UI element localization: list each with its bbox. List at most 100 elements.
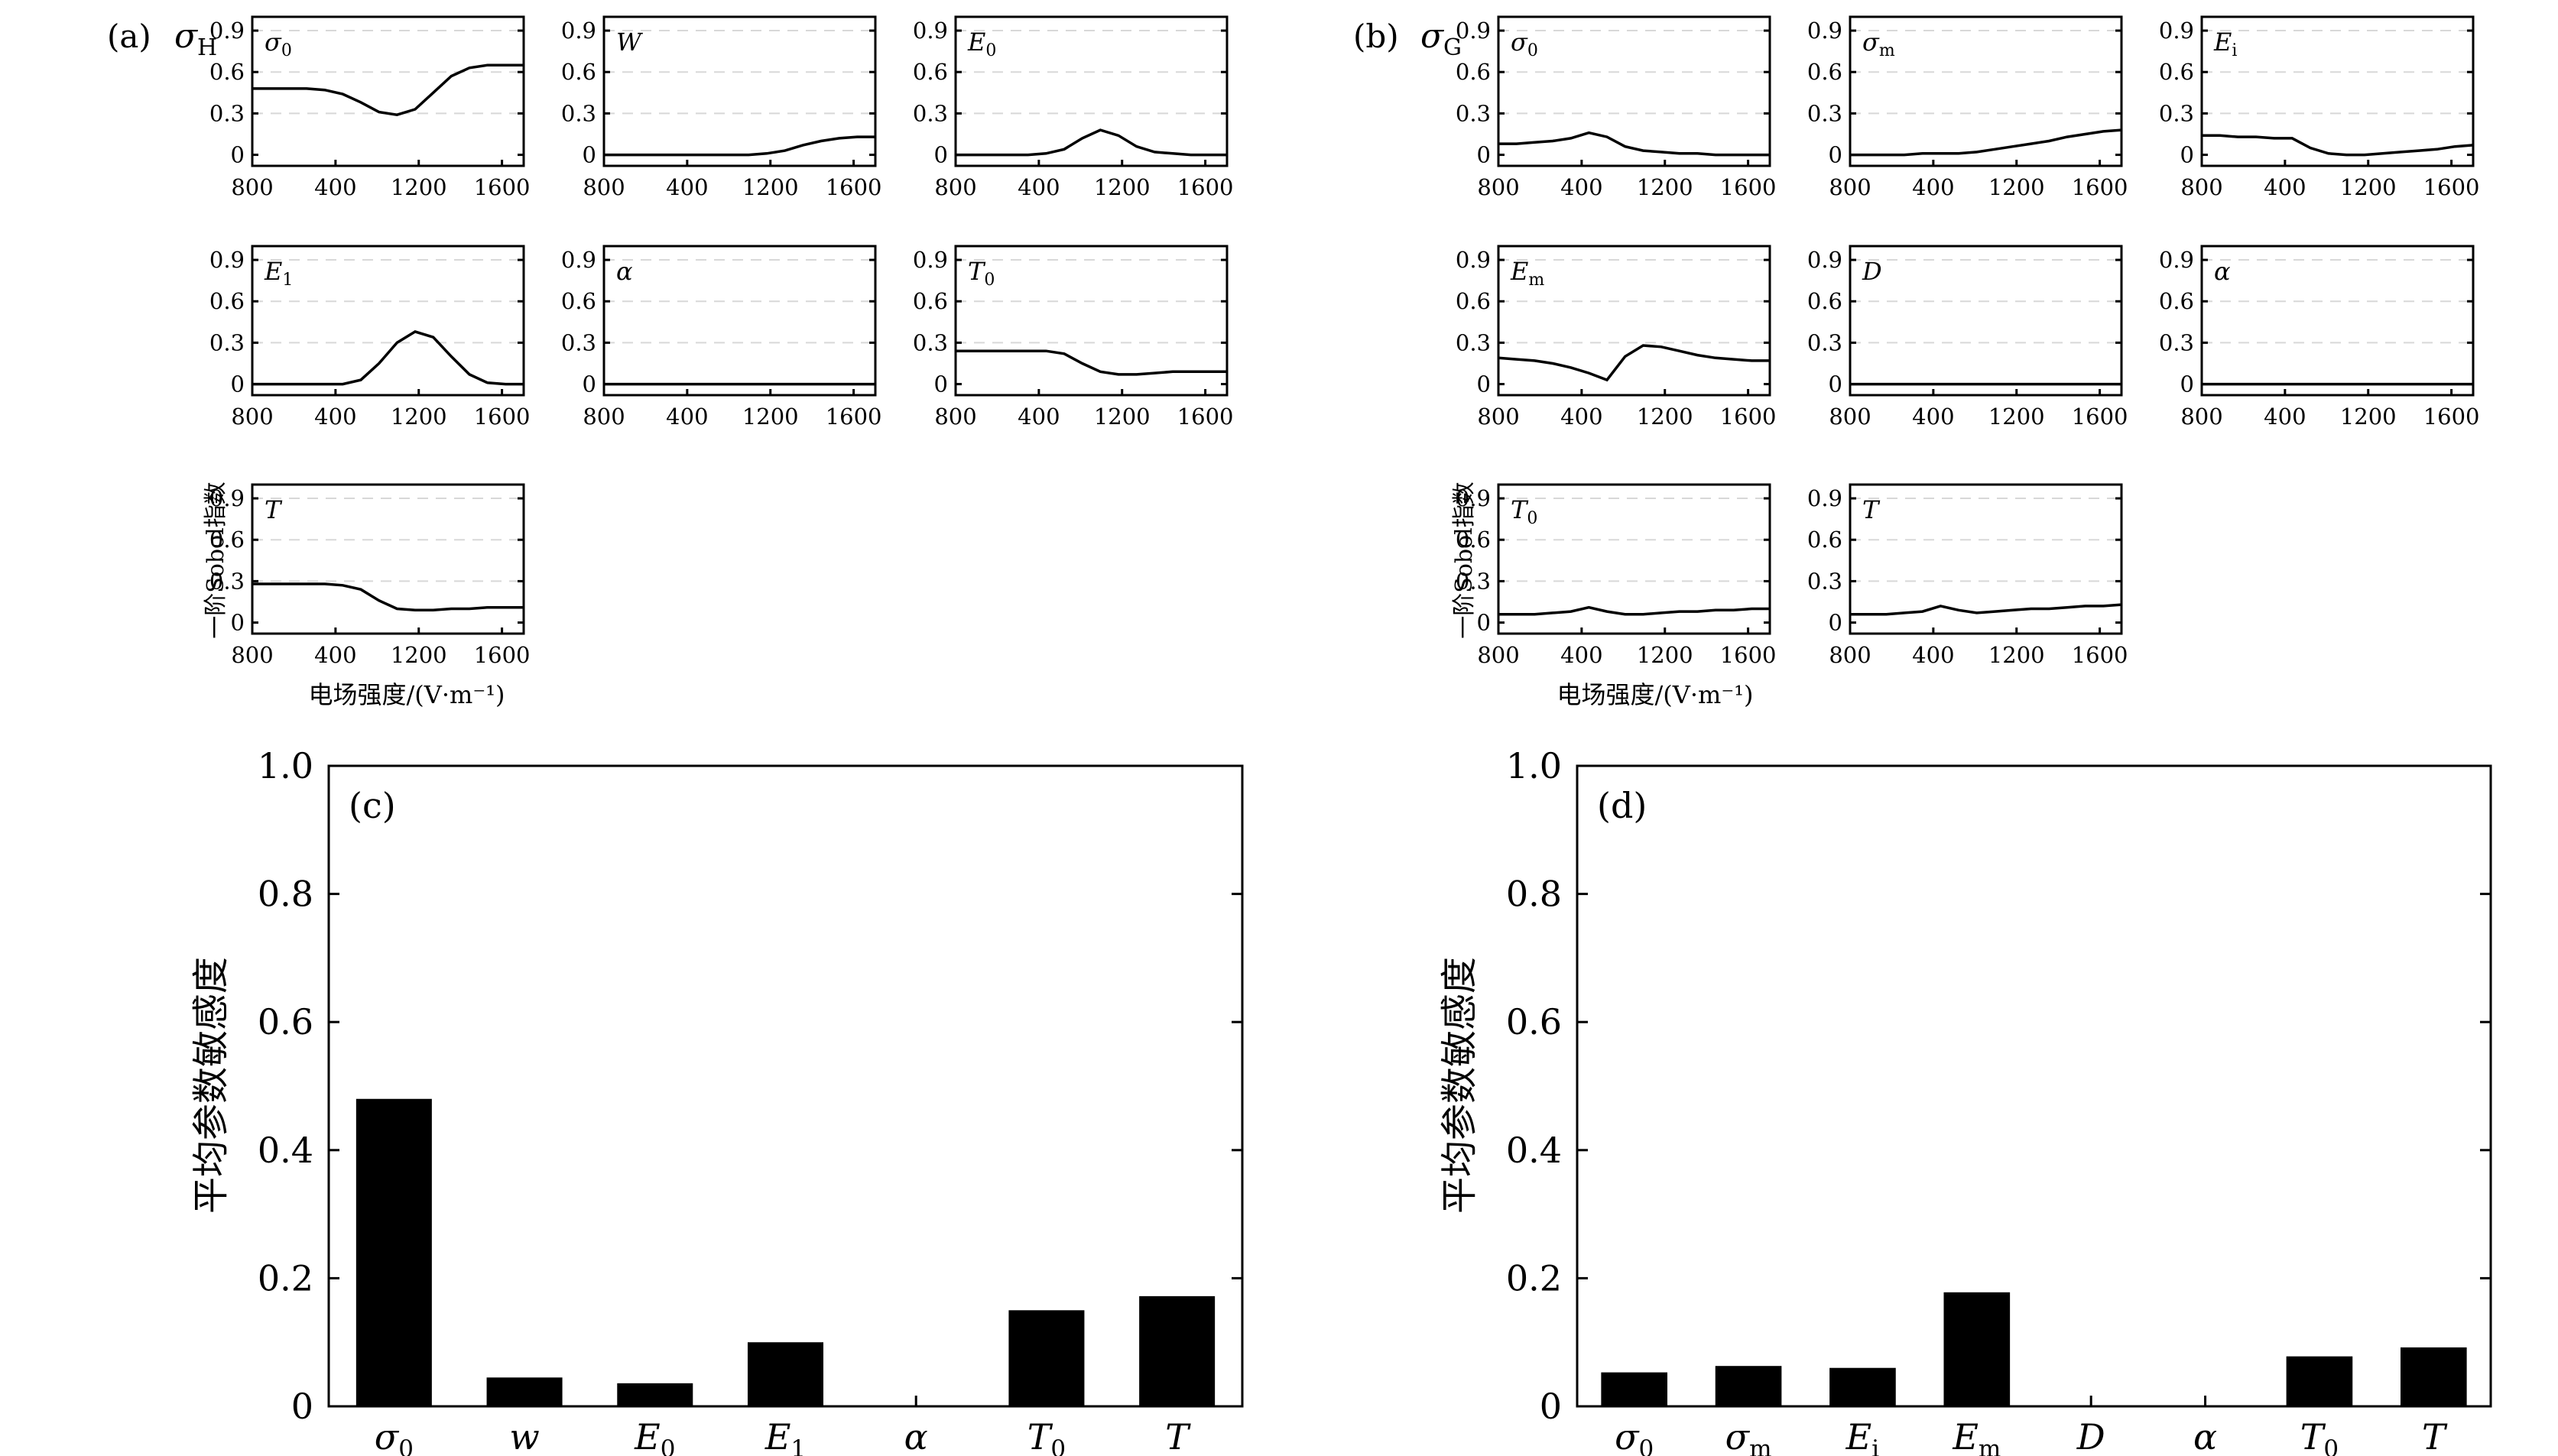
y-tick-label: 0.9 [1456,247,1491,273]
x-tick-label: σm [1725,1416,1772,1456]
x-tick-label: 400 [314,404,356,430]
subplot-T: 0 0.3 0.6 0.9 800 400 1200 1600 T [1807,483,2128,668]
x-tick-label: 400 [2264,174,2306,200]
y-tick-label: 0.9 [1456,18,1491,44]
y-tick-label: 0 [934,142,948,168]
y-tick-label: 0 [1829,142,1842,168]
subplot-σ0: 0 0.3 0.6 0.9 800 400 1200 1600 σ0 [209,15,531,200]
x-tick-label: T [1165,1416,1191,1456]
series-line-T [1850,603,2122,616]
subplot-frame [1849,245,2123,397]
x-tick-label: 1200 [391,404,447,430]
x-tick-label: 400 [666,404,708,430]
y-tick-label: 0.9 [209,247,245,273]
y-tick-label: 0.2 [258,1257,313,1299]
y-tick-label: 0.3 [1456,329,1491,355]
subplot-E0: 0 0.3 0.6 0.9 800 400 1200 1600 E0 [913,15,1234,200]
x-tick-label: 400 [666,174,708,200]
series-label-σ0: σ0 [1511,28,1538,60]
y-tick-label: 0.6 [1456,59,1491,85]
y-tick-label: 0.6 [258,1001,313,1043]
x-tick-label: 1600 [1177,174,1234,200]
x-tick-label: 800 [231,174,273,200]
series-line-Ei [2202,134,2474,157]
x-tick-label: α [904,1416,928,1456]
panel-a-subplots: 0 0.3 0.6 0.9 800 400 1200 1600 σ0 0 0.3 0.6 0.9 800 4… [209,15,1234,668]
y-tick-label: 0.9 [561,247,596,273]
y-tick-label: 0.6 [561,288,596,314]
x-tick-label: 400 [314,174,356,200]
x-tick-label: 1200 [1094,174,1151,200]
series-line-T0 [956,349,1227,376]
subplot-T0: 0 0.3 0.6 0.9 800 400 1200 1600 T0 [1456,483,1777,668]
y-tick-label: 0.6 [1456,527,1491,553]
x-tick-label: 1600 [826,404,882,430]
x-tick-label: 1200 [1988,174,2045,200]
subplot-frame [602,15,877,167]
subplot-frame [2200,15,2475,167]
x-tick-label: 1600 [2072,174,2128,200]
x-tick-label: 800 [231,642,273,668]
y-tick-label: 0 [231,610,245,636]
y-tick-label: 0.3 [1456,100,1491,126]
panel-b-quantity: σG [1420,17,1462,61]
panel-b-header: (b) σG [1353,17,1462,61]
y-tick-label: 0.6 [1807,59,1842,85]
subplot-T: 0 0.3 0.6 0.9 800 400 1200 1600 T [209,483,531,668]
series-label-W: W [616,28,644,57]
x-tick-label: 1200 [1637,404,1693,430]
subplot-frame [1497,245,1771,397]
x-tick-label: 1200 [1094,404,1151,430]
x-tick-label: 1200 [2340,174,2397,200]
subplot-Ei: 0 0.3 0.6 0.9 800 400 1200 1600 Ei [2159,15,2480,200]
x-tick-label: 800 [583,404,625,430]
x-tick-label: 1600 [826,174,882,200]
subplot-T0: 0 0.3 0.6 0.9 800 400 1200 1600 T0 [913,245,1234,430]
series-line-σ0 [252,63,524,116]
subplot-σ0: 0 0.3 0.6 0.9 800 400 1200 1600 σ0 [1456,15,1777,200]
x-tick-label: 400 [1560,642,1602,668]
x-tick-label: 800 [1829,404,1871,430]
plot-frame [1576,764,2492,1408]
y-tick-label: 0.6 [1807,288,1842,314]
x-tick-label: 800 [934,404,976,430]
y-tick-label: 0.9 [913,247,948,273]
y-tick-label: 0.6 [209,288,245,314]
bar-T [1139,1295,1216,1406]
y-tick-label: 0 [1477,371,1491,397]
x-tick-label: D [2076,1416,2105,1456]
subplot-frame [1497,15,1771,167]
series-label-T: T [1862,495,1881,524]
panel-label: (c) [349,785,396,826]
y-tick-label: 0 [1540,1386,1562,1427]
y-tick-label: 0.3 [209,100,245,126]
series-label-σ0: σ0 [265,28,292,60]
y-tick-label: 0.3 [1456,568,1491,594]
y-tick-label: 0 [1829,371,1842,397]
series-label-Em: Em [1510,257,1544,290]
subplot-frame [1849,483,2123,635]
x-tick-label: 1200 [1988,404,2045,430]
y-tick-label: 0 [934,371,948,397]
x-tick-label: 800 [1829,642,1871,668]
y-tick-label: 0.3 [2159,100,2194,126]
panel-a-ylabel: 一阶Sobol指数 [203,482,229,638]
y-tick-label: 0.3 [2159,329,2194,355]
series-line-T0 [1498,605,1770,616]
series-label-T: T [265,495,283,524]
series-line-E0 [956,128,1227,157]
subplot-frame [1849,15,2123,167]
plot-frame [327,764,1244,1408]
panel-a-quantity: σH [174,17,217,61]
y-tick-label: 0.6 [913,59,948,85]
x-tick-label: 400 [1018,404,1060,430]
x-tick-label: 1200 [391,174,447,200]
x-tick-label: 1600 [2072,642,2128,668]
x-tick-label: 1600 [474,404,531,430]
x-tick-label: 1600 [1177,404,1234,430]
y-tick-label: 0.9 [561,18,596,44]
panel-label: (d) [1597,785,1647,826]
y-tick-label: 0.3 [913,329,948,355]
series-line-E1 [252,329,524,386]
